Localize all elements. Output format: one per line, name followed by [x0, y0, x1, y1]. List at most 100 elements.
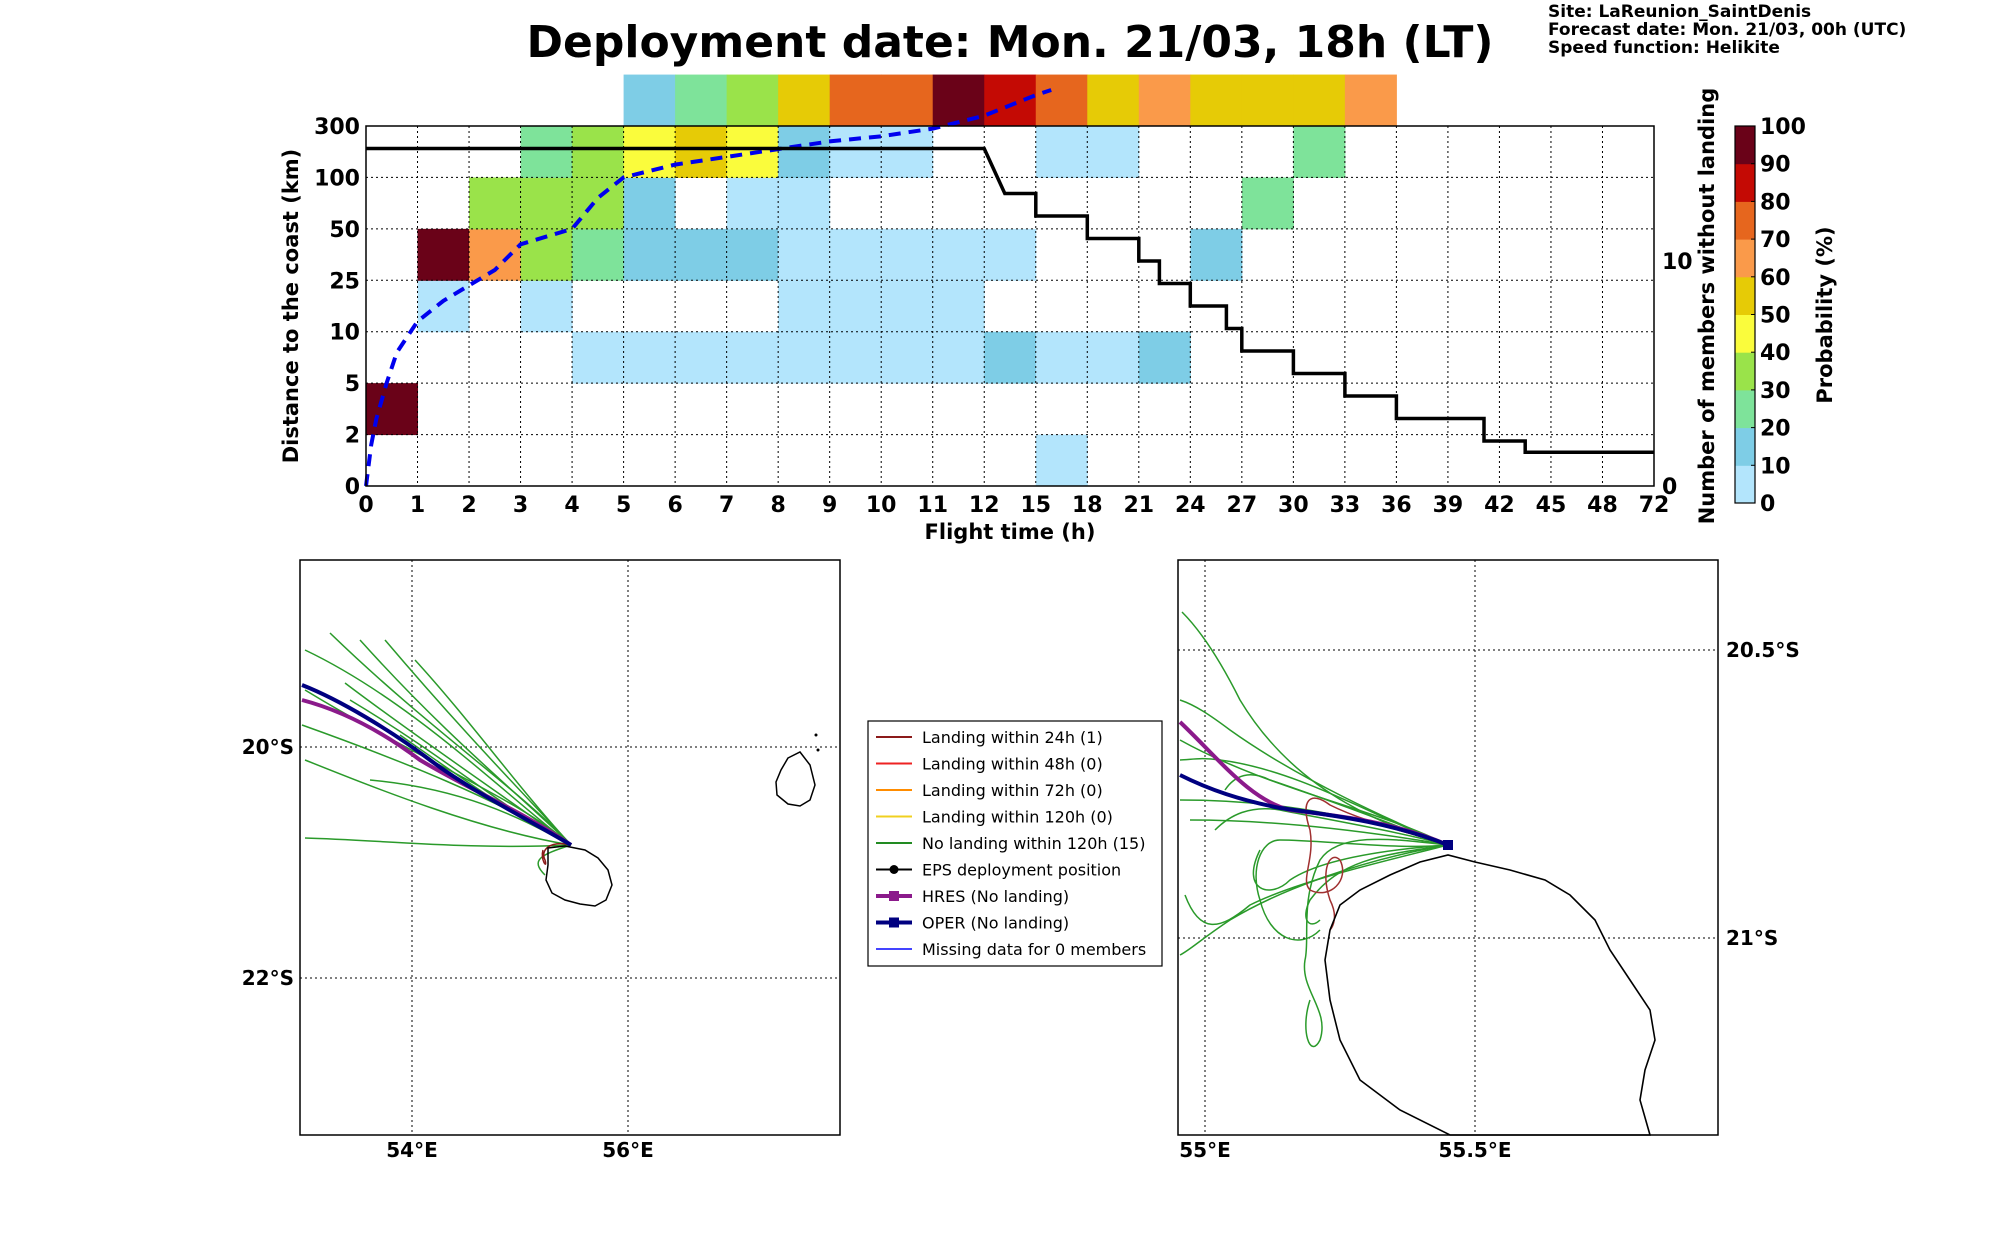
heatmap-cell [572, 331, 625, 384]
colorbar-cells [1735, 126, 1755, 504]
heatmap-x-tick-label: 6 [667, 493, 682, 518]
heatmap-x-tick-label: 15 [1020, 493, 1051, 518]
map-zoom-y-tick: 21°S [1726, 926, 1778, 950]
legend-marker [889, 865, 899, 874]
heatmap-x-tick-label: 18 [1072, 493, 1103, 518]
heatmap-cell [572, 228, 625, 281]
heatmap-cell [675, 126, 728, 178]
heatmap-cell [932, 331, 985, 384]
heatmap-y-tick-label: 5 [345, 372, 360, 397]
heatmap-cell [1344, 74, 1397, 127]
heatmap-cell [520, 126, 573, 178]
heatmap-x-tick-label: 12 [969, 493, 1000, 518]
legend-frame [867, 720, 1163, 967]
heatmap-y-tick-label: 10 [329, 321, 360, 346]
heatmap-cell [675, 331, 728, 384]
heatmap-cell [623, 177, 676, 230]
heatmap-x-tick-label: 48 [1587, 493, 1618, 518]
heatmap-cell [572, 126, 625, 178]
map-zoom-deployment-marker [1443, 840, 1453, 850]
speed-function-label: Speed function: Helikite [1548, 38, 1780, 58]
heatmap-x-tick-label: 0 [358, 493, 373, 518]
heatmap-cell [881, 74, 934, 127]
heatmap-right-tick-label: 0 [1662, 475, 1677, 500]
map-overview: 54°E 56°E 20°S 22°S [242, 559, 841, 1162]
heatmap-cell [829, 331, 882, 384]
heatmap-cell [1190, 74, 1243, 127]
colorbar-tick-label: 0 [1760, 492, 1775, 517]
heatmap-cell [778, 126, 831, 178]
legend-item: OPER (No landing) [876, 914, 1069, 933]
colorbar-tick-label: 40 [1760, 341, 1791, 366]
colorbar-label: Probability (%) [1813, 226, 1837, 403]
heatmap-cell [675, 228, 728, 281]
heatmap-y-tick-label: 25 [329, 269, 360, 294]
heatmap-cell [1293, 126, 1346, 178]
heatmap-x-tick-label: 2 [461, 493, 476, 518]
heatmap-x-tick-label: 5 [616, 493, 631, 518]
heatmap-cell [829, 280, 882, 333]
heatmap-cell [778, 331, 831, 384]
heatmap-cell [1035, 126, 1088, 178]
heatmap-x-axis-label: Flight time (h) [925, 520, 1096, 544]
colorbar-tick-label: 50 [1760, 304, 1791, 329]
heatmap-panel: 0 1 2 3 4 5 6 7 8 9 10 11 12 15 18 21 24 27 30 33 36 39 42 45 48… [279, 74, 1719, 544]
heatmap-frame [365, 125, 1655, 487]
colorbar-segment [1735, 239, 1755, 278]
map-zoom-oper-track [1179, 773, 1449, 847]
colorbar-tick-label: 10 [1760, 454, 1791, 479]
heatmap-cell [778, 228, 831, 281]
heatmap-cell [1087, 74, 1140, 127]
map-zoom-y-tick: 20.5°S [1726, 638, 1800, 662]
legend-items: Landing within 24h (1) Landing within 48h… [876, 728, 1146, 959]
colorbar-tick-label: 20 [1760, 417, 1791, 442]
heatmap-cell [1035, 434, 1088, 487]
heatmap-cell [881, 228, 934, 281]
map-overview-x-tick: 54°E [386, 1138, 438, 1162]
map-overview-islet [814, 733, 818, 737]
heatmap-cell [520, 177, 573, 230]
legend-marker [889, 891, 899, 901]
members-without-landing-line [366, 146, 1654, 455]
map-overview-y-tick: 20°S [242, 735, 294, 759]
colorbar-segment [1735, 352, 1755, 391]
legend-item: EPS deployment position [876, 861, 1121, 880]
heatmap-x-tick-label: 45 [1536, 493, 1567, 518]
colorbar: 0 10 20 30 40 50 60 70 80 90 100 Probability (%) [1734, 115, 1837, 517]
map-overview-x-tick: 56°E [602, 1138, 654, 1162]
legend-item: Landing within 24h (1) [876, 728, 1103, 747]
heatmap-right-tick-label: 10 [1662, 250, 1693, 275]
heatmap-cell [984, 331, 1037, 384]
heatmap-cell [726, 74, 779, 127]
heatmap-cell [778, 280, 831, 333]
map-overview-oper-track [301, 683, 573, 847]
heatmap-cell [1035, 331, 1088, 384]
heatmap-x-tick-label: 30 [1278, 493, 1309, 518]
colorbar-segment [1735, 465, 1755, 504]
map-zoom-gridlines [1178, 560, 1718, 1135]
heatmap-cell [520, 280, 573, 333]
legend-item: Landing within 72h (0) [876, 781, 1103, 800]
heatmap-cell [1087, 126, 1140, 178]
legend-label: HRES (No landing) [922, 887, 1069, 906]
figure-title: Deployment date: Mon. 21/03, 18h (LT) [527, 17, 1494, 68]
legend-label: No landing within 120h (15) [922, 834, 1145, 853]
heatmap-cell [881, 280, 934, 333]
heatmap-cell [623, 126, 676, 178]
heatmap-cell [623, 228, 676, 281]
heatmap-x-tick-label: 24 [1175, 493, 1206, 518]
heatmap-cell [1138, 74, 1191, 127]
legend-item: Landing within 120h (0) [876, 808, 1113, 827]
legend-item: Landing within 48h (0) [876, 755, 1103, 774]
map-overview-gridlines [300, 560, 840, 1135]
colorbar-tick-label: 60 [1760, 266, 1791, 291]
heatmap-x-tick-label: 21 [1123, 493, 1154, 518]
heatmap-cell [881, 331, 934, 384]
heatmap-y-tick-label: 0 [345, 475, 360, 500]
heatmap-cell [1241, 74, 1294, 127]
heatmap-x-tick-label: 33 [1330, 493, 1361, 518]
legend-item: HRES (No landing) [876, 887, 1069, 906]
colorbar-tick-label: 80 [1760, 190, 1791, 215]
legend-item: No landing within 120h (15) [876, 834, 1145, 853]
